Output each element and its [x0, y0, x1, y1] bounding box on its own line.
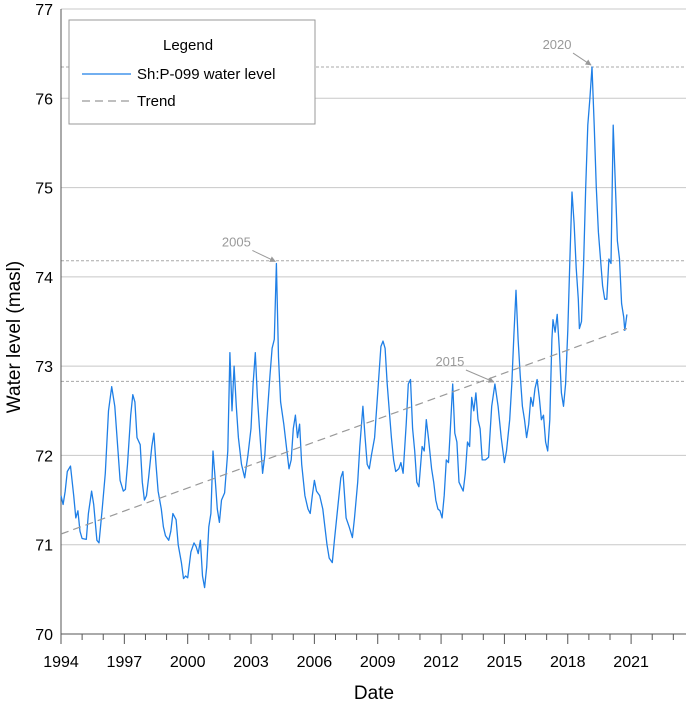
legend-label-trend: Trend: [137, 93, 176, 110]
y-tick-label-72: 72: [35, 448, 53, 465]
legend-box: [68, 19, 316, 125]
series-layer: [60, 66, 628, 589]
x-tick-label-2003: 2003: [233, 654, 269, 671]
x-tick-label-2018: 2018: [550, 654, 586, 671]
x-tick-label-2006: 2006: [297, 654, 333, 671]
annotation-arrow-2015: [465, 369, 495, 383]
series-line-trend: [60, 328, 628, 535]
y-tick-label-77: 77: [35, 2, 53, 19]
y-axis-title: Water level (masl): [4, 261, 25, 413]
annotation-2005: 2005: [222, 234, 251, 249]
annotation-arrow-2005: [252, 250, 276, 262]
x-tick-label-1994: 1994: [43, 654, 79, 671]
series-line-water-level: [60, 66, 628, 589]
y-tick-labels: 70 71 72 73 74 75 76 77: [35, 2, 53, 644]
annotations: 2005 2015 2020: [222, 37, 592, 383]
x-tick-label-2009: 2009: [360, 654, 396, 671]
y-tick-label-74: 74: [35, 270, 53, 287]
axes: [60, 9, 686, 644]
x-tick-label-2012: 2012: [423, 654, 459, 671]
reference-lines: [61, 66, 686, 382]
x-tick-label-2015: 2015: [487, 654, 523, 671]
annotation-2020: 2020: [543, 37, 572, 52]
legend-title: Legend: [163, 37, 213, 54]
y-tick-label-71: 71: [35, 538, 53, 555]
x-tick-label-2000: 2000: [170, 654, 206, 671]
x-tick-label-1997: 1997: [107, 654, 143, 671]
annotation-arrow-2020: [572, 52, 592, 66]
legend-label-water-level: Sh:P-099 water level: [137, 66, 275, 83]
y-tick-label-73: 73: [35, 359, 53, 376]
y-tick-label-76: 76: [35, 91, 53, 108]
y-tick-label-75: 75: [35, 181, 53, 198]
y-tick-label-70: 70: [35, 627, 53, 644]
x-tick-labels: 1994 1997 2000 2003 2006 2009 2012 2015 2018 2021: [43, 654, 649, 671]
x-tick-label-2021: 2021: [613, 654, 649, 671]
x-axis-title: Date: [354, 683, 394, 704]
annotation-2015: 2015: [435, 354, 464, 369]
legend: Legend Sh:P-099 water level Trend: [68, 19, 316, 125]
